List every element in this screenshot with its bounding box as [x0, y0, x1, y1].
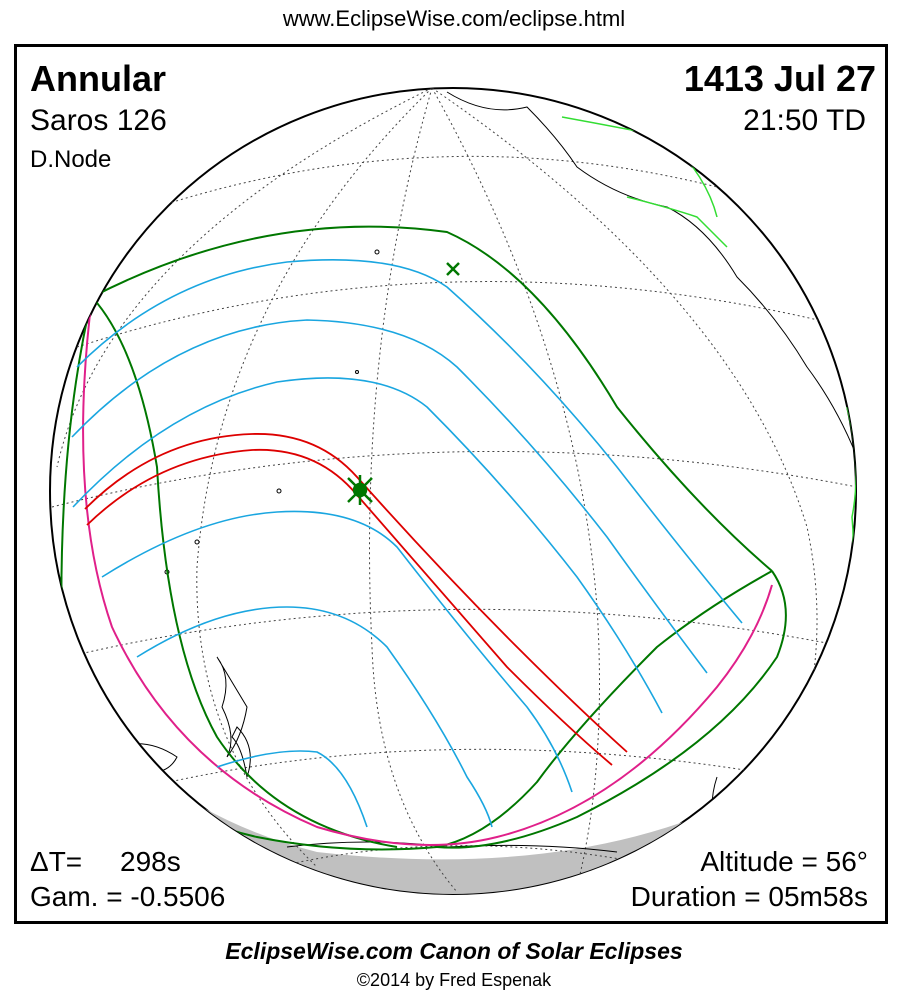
- subsolar-point-marker: [446, 262, 460, 276]
- rise-set-curve: [82, 296, 773, 846]
- altitude-value: Altitude = 56°: [700, 846, 868, 877]
- greatest-eclipse-marker: [347, 475, 373, 505]
- delta-t-label: ΔT=: [30, 846, 83, 877]
- source-url: www.EclipseWise.com/eclipse.html: [282, 6, 626, 31]
- globe-disc: [49, 87, 857, 895]
- map-frame: [14, 44, 888, 924]
- eclipse-date: 1413 Jul 27: [683, 58, 876, 99]
- node-label: D.Node: [30, 146, 112, 173]
- eclipse-time: 21:50 TD: [743, 104, 866, 137]
- eclipse-type: Annular: [30, 58, 167, 99]
- graticule: [51, 88, 856, 893]
- gamma-value: Gam. = -0.5506: [30, 881, 226, 912]
- eclipse-globe-map: [49, 87, 857, 895]
- saros-number: Saros 126: [30, 104, 167, 137]
- footer-title: EclipseWise.com Canon of Solar Eclipses: [225, 938, 683, 964]
- duration-value: Duration = 05m58s: [630, 881, 868, 912]
- delta-t-value: 298s: [120, 846, 181, 877]
- partial-magnitude-lines: [71, 258, 743, 828]
- footer-copyright: ©2014 by Fred Espenak: [356, 970, 552, 990]
